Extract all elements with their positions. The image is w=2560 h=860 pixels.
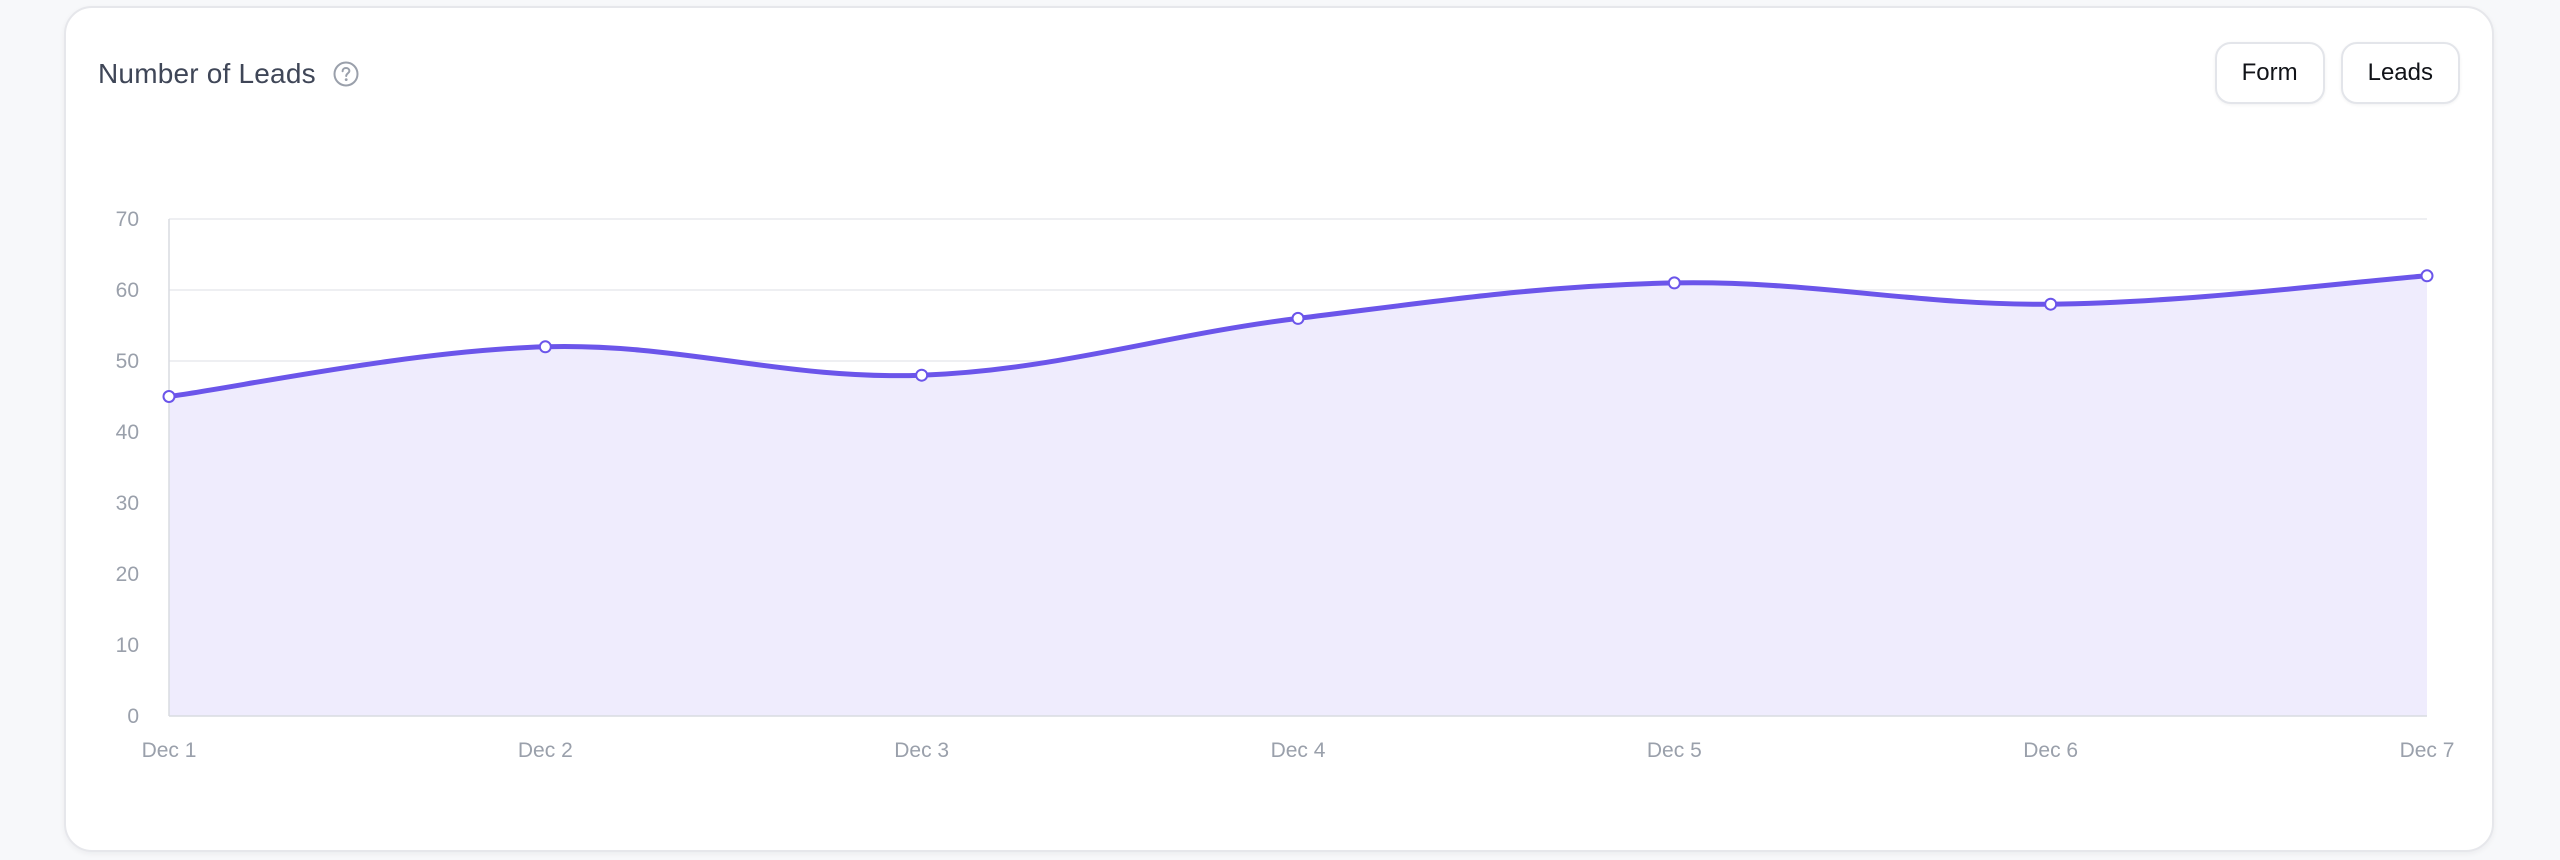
y-tick-label: 0 [127, 705, 139, 728]
x-tick-label: Dec 6 [2023, 739, 2078, 762]
y-tick-label: 10 [116, 634, 139, 657]
x-tick-label: Dec 5 [1647, 739, 1702, 762]
x-tick-label: Dec 4 [1271, 739, 1326, 762]
y-tick-label: 40 [116, 421, 139, 444]
x-tick-label: Dec 1 [142, 739, 197, 762]
question-circle-icon[interactable] [332, 60, 360, 88]
data-point[interactable] [915, 368, 929, 382]
data-point[interactable] [2044, 297, 2058, 311]
leads-button[interactable]: Leads [2340, 42, 2460, 104]
data-point[interactable] [1667, 276, 1681, 290]
y-tick-label: 50 [116, 350, 139, 373]
y-tick-label: 70 [116, 208, 139, 231]
card-title: Number of Leads [98, 58, 316, 89]
y-tick-label: 60 [116, 279, 139, 302]
area-fill [169, 275, 2427, 716]
x-tick-label: Dec 3 [894, 739, 949, 762]
data-point[interactable] [1291, 311, 1305, 325]
data-point[interactable] [162, 390, 176, 403]
x-tick-label: Dec 2 [518, 739, 573, 762]
data-point[interactable] [2420, 269, 2434, 283]
x-tick-label: Dec 7 [2400, 739, 2455, 762]
data-point[interactable] [538, 340, 552, 354]
leads-chart-card: Number of Leads Form Leads 0 10 20 30 40 50 60… [64, 6, 2494, 852]
y-tick-label: 20 [116, 563, 139, 586]
form-button[interactable]: Form [2214, 42, 2325, 104]
view-toggle-group: Form Leads [2214, 42, 2460, 104]
leads-area-chart: 0 10 20 30 40 50 60 70 Dec 1 Dec 2 Dec 3 Dec 4 Dec … [116, 208, 2455, 762]
y-tick-label: 30 [116, 492, 139, 515]
card-header: Number of Leads [98, 58, 360, 90]
